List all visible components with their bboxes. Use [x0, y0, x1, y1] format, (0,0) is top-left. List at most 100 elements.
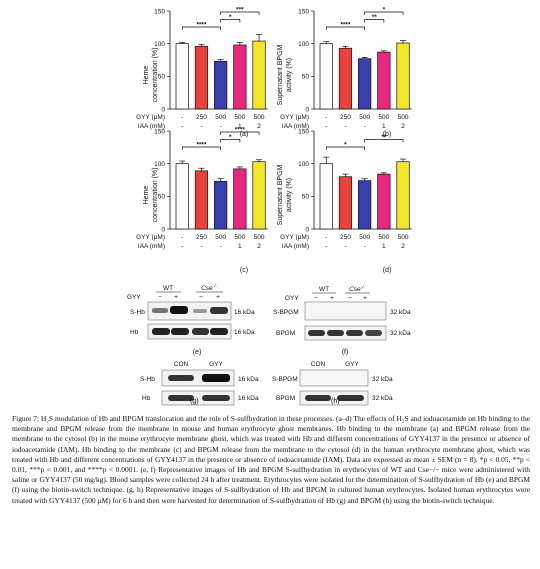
blot-e-p1: +: [174, 294, 178, 301]
sig-bracket-a-1: [220, 19, 241, 23]
ylabel-b-1: Supernatant BPGM: [277, 44, 284, 105]
sig-label-b-0: ****: [340, 22, 351, 29]
iaa-val-c-1: -: [200, 243, 202, 250]
sig-bracket-b-2: [364, 11, 404, 15]
blot-h-con: CON: [311, 361, 326, 368]
sig-label-a-2: ***: [236, 7, 244, 14]
gyy-val-d-1: 250: [340, 234, 351, 241]
gyy-val-a-4: 500: [254, 114, 265, 121]
blot-f-row1: S-BPGM: [273, 309, 299, 316]
blot-e-m1: −: [158, 294, 162, 301]
iaa-row-label-a: IAA (mM): [138, 123, 165, 130]
blot-e-p2: +: [216, 294, 220, 301]
sig-bracket-d-1: [364, 139, 404, 143]
iaa-row-label-c: IAA (mM): [138, 243, 165, 250]
iaa-val-b-2: -: [364, 123, 366, 130]
bar-charts: Heme concentration (%) (a) 050100150****…: [136, 7, 412, 274]
blot-e: WT Cse-/- GYY − + − + S-Hb Hb 16 kDa 16 …: [127, 284, 255, 357]
bar-d-2: [358, 180, 372, 230]
blot-f-kda1: 32 kDa: [390, 309, 411, 316]
gyy-row-label-a: GYY (μM): [136, 114, 165, 121]
sig-bracket-b-0: [325, 26, 365, 30]
blot-f-gyy: GYY: [285, 295, 299, 302]
bar-b-1: [338, 47, 353, 110]
gyy-val-b-2: 500: [359, 114, 370, 121]
gyy-val-b-3: 500: [378, 114, 389, 121]
iaa-row-label-d: IAA (mM): [282, 243, 309, 250]
ylabel-b-2: activity (%): [286, 58, 293, 92]
gyy-row-label-b: GYY (μM): [280, 114, 309, 121]
bar-d-0: [319, 163, 333, 230]
gyy-val-c-1: 250: [196, 234, 207, 241]
figure-caption: Figure 7: H₂S modulation of Hb and BPGM …: [12, 414, 530, 505]
blot-f-wt: WT: [319, 286, 329, 293]
gyy-val-c-3: 500: [234, 234, 245, 241]
blot-h-label: (h): [331, 398, 340, 405]
sig-label-d-1: **: [381, 134, 387, 141]
blot-e-kda1: 16 kDa: [234, 309, 255, 316]
sig-label-a-0: ****: [196, 22, 207, 29]
blot-g-con: CON: [174, 361, 189, 368]
panel-a: Heme concentration (%) (a) 050100150****…: [136, 7, 268, 138]
gyy-val-b-4: 500: [398, 114, 409, 121]
blot-g-kda2: 16 kDa: [238, 395, 259, 402]
blot-g-kda1: 16 kDa: [238, 376, 259, 383]
gyy-val-b-1: 250: [340, 114, 351, 121]
panel-label-c: (c): [240, 267, 248, 274]
panel-label-d: (d): [383, 267, 392, 274]
sig-bracket-a-0: [181, 26, 221, 30]
blot-e-row2: Hb: [130, 329, 139, 336]
iaa-val-b-1: -: [344, 123, 346, 130]
ylabel-a-2: concentration (%): [152, 48, 159, 103]
ytick-label-b-150: 150: [298, 8, 309, 15]
blot-f-m1: −: [314, 295, 318, 302]
ylabel-c-2: concentration (%): [152, 168, 159, 223]
blot-h-gyy: GYY: [345, 361, 359, 368]
sig-bracket-c-0: [181, 146, 221, 150]
panel-c: Heme concentration (%) (c) 050100150****…: [136, 127, 268, 274]
bar-b-2: [358, 58, 372, 110]
sig-bracket-d-0: [325, 146, 365, 150]
blot-h: CON GYY S-BPGM BPGM 32 kDa 32 kDa: [272, 361, 393, 406]
ytick-label-a-50: 50: [158, 74, 166, 81]
iaa-val-c-3: 1: [238, 243, 242, 250]
iaa-val-d-3: 1: [382, 243, 386, 250]
sig-bracket-a-2: [220, 11, 260, 15]
bar-b-0: [319, 43, 333, 110]
bar-a-1: [194, 45, 209, 110]
gyy-val-a-3: 500: [234, 114, 245, 121]
iaa-val-c-0: -: [181, 243, 183, 250]
bar-c-4: [252, 161, 266, 230]
blot-g-row1: S-Hb: [140, 376, 155, 383]
gyy-val-c-0: -: [181, 234, 183, 241]
gyy-val-a-1: 250: [196, 114, 207, 121]
ytick-label-c-150: 150: [154, 128, 165, 135]
gyy-val-d-2: 500: [359, 234, 370, 241]
panel-label-b: (b): [383, 131, 392, 138]
bar-a-0: [175, 43, 189, 110]
blot-h-row2: BPGM: [276, 395, 295, 402]
blot-g-gyy: GYY: [209, 361, 223, 368]
blot-f-row2: BPGM: [276, 330, 295, 337]
bar-b-3: [377, 51, 391, 110]
ylabel-a-1: Heme: [143, 66, 150, 85]
sig-label-b-2: *: [383, 7, 386, 14]
sig-label-c-1: *: [229, 134, 232, 141]
ytick-label-d-150: 150: [298, 128, 309, 135]
ytick-label-d-0: 0: [305, 226, 309, 233]
panel-b: Supernatant BPGM activity (%) (b) 0 50 100…: [277, 7, 412, 138]
blot-f-m2: −: [348, 295, 352, 302]
ytick-label-a-100: 100: [154, 41, 165, 48]
gyy-row-label-d: GYY (μM): [280, 234, 309, 241]
iaa-val-c-2: -: [220, 243, 222, 250]
blot-g-row2: Hb: [142, 395, 151, 402]
sig-label-c-0: ****: [196, 142, 207, 149]
iaa-val-a-2: -: [220, 123, 222, 130]
iaa-val-d-0: -: [325, 243, 327, 250]
iaa-row-label-b: IAA (mM): [282, 123, 309, 130]
blot-e-gyy: GYY: [127, 294, 141, 301]
blot-e-cse: Cse-/-: [201, 284, 217, 293]
blot-h-kda1: 32 kDa: [372, 376, 393, 383]
western-blots: WT Cse-/- GYY − + − + S-Hb Hb 16 kDa 16 …: [127, 284, 411, 406]
iaa-val-c-4: 2: [257, 243, 261, 250]
